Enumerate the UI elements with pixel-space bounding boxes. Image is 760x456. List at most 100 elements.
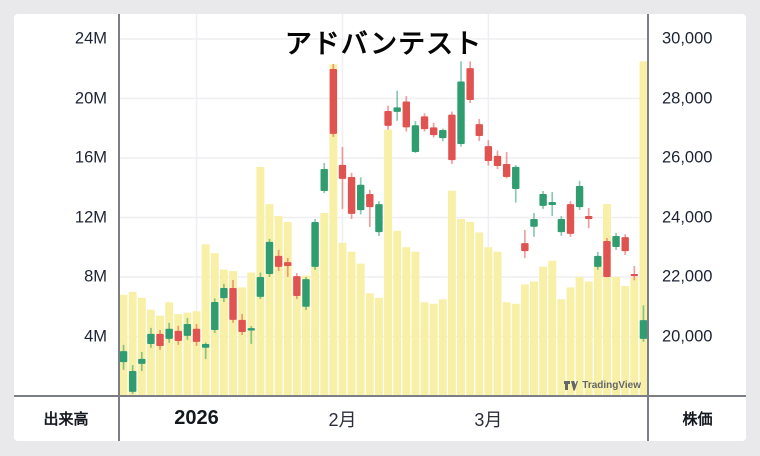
candle-body-up xyxy=(311,221,319,267)
volume-bar xyxy=(520,284,529,396)
volume-bar xyxy=(338,242,347,396)
volume-bar xyxy=(393,230,402,396)
time-tick-label: 2月 xyxy=(328,409,357,430)
candle-body-down xyxy=(603,241,611,277)
volume-bar xyxy=(484,247,493,396)
price-tick-label: 30,000 xyxy=(662,29,713,48)
candle-body-down xyxy=(347,177,356,214)
volume-bar xyxy=(274,216,283,396)
candle-body-down xyxy=(502,163,511,178)
candle-body-up xyxy=(639,320,648,339)
candle-body-up xyxy=(457,81,465,145)
candle-body-up xyxy=(165,328,173,339)
volume-bar xyxy=(174,314,183,396)
volume-tick-label: 8M xyxy=(84,267,107,286)
candle-body-up xyxy=(512,166,520,189)
volume-bar xyxy=(192,311,201,396)
candle-body-down xyxy=(475,124,483,136)
volume-tick-label: 12M xyxy=(74,208,107,226)
volume-bar xyxy=(229,271,237,396)
volume-tick-label: 24M xyxy=(74,29,107,48)
price-tick-label: 26,000 xyxy=(662,148,713,167)
candle-body-up xyxy=(247,328,255,331)
candle-body-down xyxy=(448,114,456,161)
chart-card: アドバンテスト 24M 20M 16M 12M 8M 4M 30,000 28,000 26,… xyxy=(14,14,746,441)
candle-body-down xyxy=(585,216,593,219)
time-tick-label: 2026 xyxy=(174,407,219,429)
volume-bar xyxy=(584,281,593,396)
candle-body-up xyxy=(211,301,219,330)
volume-bar xyxy=(302,275,310,396)
volume-tick-label: 4M xyxy=(84,327,107,345)
price-tick-label: 20,000 xyxy=(662,327,713,345)
volume-bar xyxy=(411,251,420,396)
price-tick-label: 24,000 xyxy=(662,208,713,226)
candle-body-down xyxy=(156,333,164,347)
volume-bar xyxy=(320,213,329,396)
candle-body-down xyxy=(402,101,411,128)
candle-body-up xyxy=(138,358,146,364)
candle-body-down xyxy=(238,319,246,333)
candle-body-up xyxy=(183,324,192,336)
volume-bar xyxy=(621,285,630,396)
candle-body-down xyxy=(329,69,338,134)
volume-bar xyxy=(219,269,228,396)
candle-body-down xyxy=(338,164,347,179)
candle-body-up xyxy=(265,241,274,275)
volume-bar xyxy=(137,297,146,396)
candle-body-up xyxy=(302,279,310,307)
price-axis-title: 株価 xyxy=(682,411,713,428)
chart-plot-area[interactable] xyxy=(119,14,648,396)
volume-bar xyxy=(557,299,566,396)
volume-bar xyxy=(347,251,356,396)
volume-bar xyxy=(457,218,465,396)
volume-bar xyxy=(128,291,137,396)
volume-bar xyxy=(603,204,611,396)
right-axis-line xyxy=(647,14,649,441)
volume-bar xyxy=(548,260,557,396)
candle-body-up xyxy=(530,218,538,227)
volume-bar xyxy=(612,277,621,396)
candle-body-up xyxy=(128,371,137,392)
volume-bar xyxy=(447,190,456,396)
candle-body-up xyxy=(575,185,584,208)
volume-bar xyxy=(283,221,292,396)
volume-bar xyxy=(475,232,484,396)
candle-body-up xyxy=(539,193,547,206)
volume-bar xyxy=(502,302,511,396)
volume-bar xyxy=(493,251,502,396)
volume-bar xyxy=(374,297,383,396)
candle-body-down xyxy=(484,146,493,161)
tradingview-watermark: TradingView xyxy=(119,380,641,391)
volume-bar xyxy=(165,302,174,396)
candle-body-up xyxy=(201,343,210,348)
volume-bar xyxy=(156,315,164,396)
candle-body-up xyxy=(594,255,602,267)
candlestick-volume-chart xyxy=(119,14,648,396)
volume-tick-label: 20M xyxy=(74,89,107,107)
candle-body-up xyxy=(375,204,383,233)
candle-body-down xyxy=(521,243,529,252)
candle-body-down xyxy=(493,155,502,167)
volume-bar xyxy=(438,299,447,396)
volume-bar xyxy=(511,303,520,396)
tradingview-logo-icon xyxy=(564,380,579,390)
time-tick-label: 3月 xyxy=(474,409,503,430)
price-tick-label: 22,000 xyxy=(662,267,713,286)
candle-body-down xyxy=(192,328,201,342)
volume-bar xyxy=(539,266,548,396)
tradingview-watermark-text: TradingView xyxy=(582,380,641,391)
volume-bar xyxy=(265,204,274,396)
candle-body-up xyxy=(119,351,128,363)
volume-bar xyxy=(420,302,429,396)
candle-body-up xyxy=(356,184,365,211)
candle-body-up xyxy=(411,125,420,153)
volume-bar xyxy=(356,263,365,396)
candle-body-up xyxy=(220,288,228,299)
candle-body-down xyxy=(429,127,438,136)
candle-body-up xyxy=(320,169,328,192)
candle-body-up xyxy=(557,218,566,233)
candle-body-down xyxy=(174,330,182,341)
candle-body-up xyxy=(612,235,620,247)
left-axis-line xyxy=(118,14,120,441)
